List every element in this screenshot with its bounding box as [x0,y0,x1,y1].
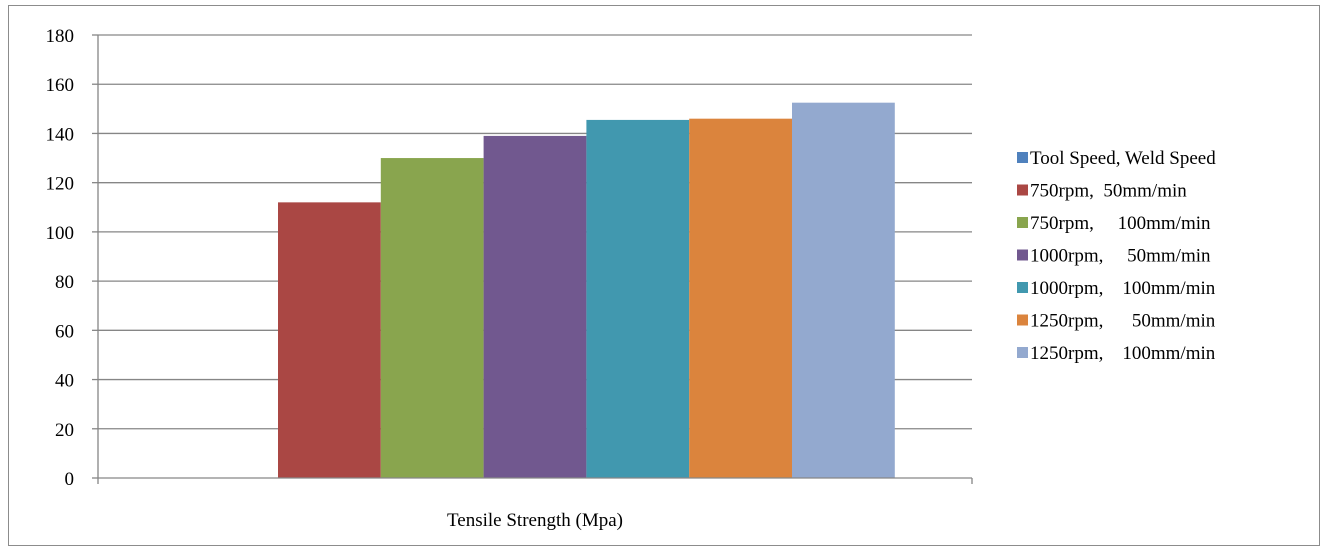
x-axis-label: Tensile Strength (Mpa) [447,510,623,531]
y-tick-label: 160 [46,75,75,96]
y-tick-label: 120 [46,174,75,195]
y-tick-label: 180 [46,26,75,47]
bars [278,102,895,479]
legend-label: 1000rpm, 50mm/min [1030,246,1211,267]
legend-swatch [1017,217,1028,228]
bar [278,202,381,478]
bar [689,118,792,478]
y-tick-label: 80 [55,272,74,293]
legend-swatch [1017,184,1028,196]
legend-swatch [1017,249,1028,261]
y-tick-label: 0 [65,469,75,490]
legend-label: 750rpm, 50mm/min [1030,181,1187,202]
legend-label: Tool Speed, Weld Speed [1030,148,1216,169]
axes [97,35,973,484]
legend-label: 1250rpm, 50mm/min [1030,311,1216,332]
y-tick-label: 60 [55,321,74,342]
legend-swatch [1017,314,1028,326]
y-axis-ticks: 0 20 40 60 80 100 120 140 160 180 [46,26,98,490]
legend-swatch [1017,152,1028,163]
bar [380,158,484,479]
bar [792,102,895,479]
y-tick-label: 100 [46,223,75,244]
bar [586,119,690,479]
bar [483,135,587,478]
legend: Tool Speed, Weld Speed 750rpm, 50mm/min 75… [1017,148,1216,364]
y-tick-label: 40 [55,371,74,392]
y-tick-label: 20 [55,420,74,441]
legend-label: 750rpm, 100mm/min [1030,213,1211,234]
legend-swatch [1017,282,1028,293]
y-tick-label: 140 [46,124,75,145]
legend-label: 1250rpm, 100mm/min [1030,343,1216,364]
legend-swatch [1017,347,1028,358]
legend-label: 1000rpm, 100mm/min [1030,278,1216,299]
